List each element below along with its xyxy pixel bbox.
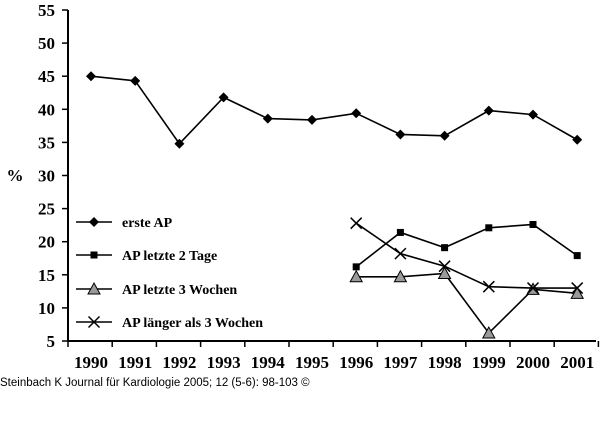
x-tick-label: 1998 [428,353,462,372]
y-tick-label: 5 [47,332,56,351]
data-point [439,130,450,141]
legend-item: AP letzte 3 Wochen [76,281,237,298]
legend-label: erste AP [122,216,173,231]
series-2 [352,220,581,271]
series-line [90,75,578,145]
y-tick-label: 45 [38,67,55,86]
legend-marker [87,281,101,295]
data-point [393,269,408,283]
data-point [395,129,406,140]
legend-item: erste AP [76,216,173,231]
legend-item: AP letzte 2 Tage [76,249,217,264]
citation-text: Steinbach K Journal für Kardiologie 2005… [0,377,298,389]
y-tick-label: 40 [38,100,55,119]
y-tick-label: 30 [38,167,55,186]
x-tick-label: 1993 [207,353,241,372]
x-tick-label: 1999 [472,353,506,372]
data-point [86,71,96,82]
legend: erste AP AP letzte 2 Tage AP letzte 3 Woch… [76,216,263,331]
y-ticks: 5 10 15 20 25 30 35 40 45 50 55 [38,1,68,351]
series-4 [350,217,584,295]
legend-label: AP länger als 3 Wochen [122,316,263,331]
data-point [349,269,364,283]
data-point [485,224,493,232]
x-tick-label: 2001 [560,353,594,372]
x-tick-label: 2000 [516,353,550,372]
series-line [355,222,578,289]
data-point [307,114,317,125]
data-point [262,113,273,124]
series-1 [86,71,583,149]
data-point [396,228,404,236]
x-tick-label: 1994 [251,353,286,372]
data-point [526,282,540,295]
data-point [572,134,583,145]
y-tick-label: 10 [38,299,55,318]
y-tick-label: 50 [38,34,55,53]
data-point [218,92,229,103]
x-ticks: 1990 1991 1992 1993 1994 1995 1996 1997 1998 1999… [67,341,600,372]
data-point [529,220,537,228]
data-point [394,247,407,260]
data-point [437,266,452,279]
data-point [571,282,584,295]
data-point [438,260,451,273]
legend-marker [87,315,101,329]
plot-area [86,71,585,339]
x-tick-label: 1992 [162,353,196,372]
citation-caption: Steinbach K Journal für Kardiologie 2005… [0,377,310,389]
y-tick-label: 20 [38,233,55,252]
data-point [573,252,581,260]
data-point [483,105,494,116]
data-point [350,217,363,230]
y-axis-label: % [7,166,24,185]
series-line [356,272,578,335]
series-line [355,223,578,268]
legend-label: AP letzte 3 Wochen [122,283,237,298]
data-point [352,263,360,271]
y-tick-label: 15 [38,266,55,285]
data-point [528,109,538,120]
copyright-symbol: © [301,377,310,389]
data-point [481,326,496,339]
legend-marker [89,217,99,227]
data-point [130,75,141,86]
x-tick-label: 1991 [118,353,152,372]
data-point [351,108,362,119]
data-point [441,244,449,252]
legend-item: AP länger als 3 Wochen [76,315,263,331]
y-tick-label: 55 [38,1,55,20]
data-point [570,286,585,299]
legend-marker [90,251,98,259]
x-tick-label: 1996 [339,353,373,372]
data-point [174,138,185,149]
data-point [482,280,495,293]
x-tick-label: 1997 [383,353,418,372]
series-3 [349,266,585,339]
y-tick-label: 35 [38,133,55,152]
legend-label: AP letzte 2 Tage [122,249,217,264]
x-tick-label: 1990 [74,353,108,372]
y-tick-label: 25 [38,200,55,219]
x-tick-label: 1995 [295,353,329,372]
